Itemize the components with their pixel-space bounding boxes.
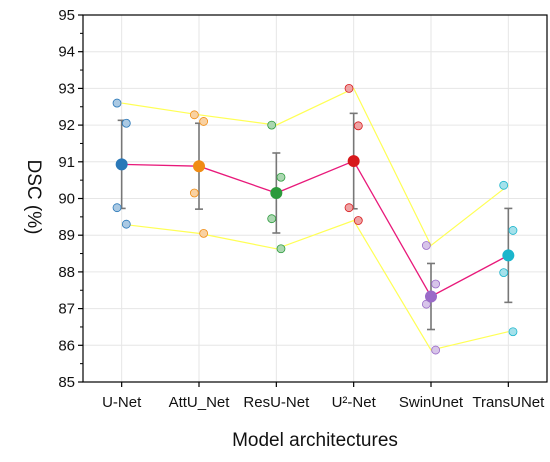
y-axis-label: DSC (%) [23, 160, 44, 235]
mean-line [121, 160, 509, 298]
mean-point [115, 158, 128, 171]
mean-series-line [121, 160, 509, 298]
y-tick-label: 91 [58, 154, 75, 171]
fold-point [121, 118, 131, 128]
fold-points [112, 84, 518, 355]
y-tick-label: 87 [58, 301, 75, 318]
fold-point [189, 188, 199, 198]
fold-point [267, 214, 277, 224]
fold-point [344, 84, 354, 93]
y-tick-label: 95 [58, 7, 75, 24]
upper-bound-line [121, 87, 509, 247]
fold-point [431, 345, 441, 355]
mean-point [193, 160, 205, 173]
fold-point [499, 180, 509, 190]
fold-point [353, 121, 363, 131]
x-tick-label: ResU-Net [243, 394, 310, 411]
fold-point [276, 172, 286, 182]
fold-point [267, 120, 277, 130]
fold-point [499, 268, 509, 278]
mean-point [270, 186, 283, 199]
mean-points [115, 155, 515, 303]
y-tick-label: 86 [58, 337, 75, 354]
fold-point [112, 98, 122, 108]
mean-point [347, 155, 360, 168]
mean-point [502, 249, 515, 262]
fold-point [431, 279, 441, 289]
fold-point [112, 203, 122, 213]
fold-point [508, 226, 518, 235]
mean-point [425, 290, 437, 303]
fold-point [344, 203, 354, 213]
x-axis-label: Model architectures [232, 430, 398, 451]
fold-point [508, 327, 518, 337]
lower-bound-line [121, 219, 509, 351]
fold-point [121, 219, 131, 229]
y-tick-label: 88 [58, 264, 75, 281]
fold-point [421, 241, 431, 250]
x-tick-label: U-Net [102, 394, 142, 411]
grid [83, 14, 547, 382]
bounds-lines [121, 87, 509, 351]
fold-point [276, 244, 286, 254]
y-tick-label: 85 [58, 374, 75, 391]
x-tick-label: SwinUnet [399, 394, 464, 411]
y-tick-label: 89 [58, 227, 75, 244]
fold-point [189, 110, 199, 120]
y-tick-label: 93 [58, 80, 75, 97]
fold-point [199, 117, 209, 126]
x-tick-label: TransUNet [472, 394, 545, 411]
x-tick-label: AttU_Net [169, 394, 231, 411]
y-tick-label: 90 [58, 191, 75, 208]
fold-point [353, 216, 363, 225]
y-tick-label: 92 [58, 117, 75, 134]
error-bars [117, 112, 513, 331]
ticks: 85 86 87 88 89 90 91 92 93 94 95 U-Net AttU_Net ResU-… [58, 7, 545, 411]
y-tick-label: 94 [58, 44, 75, 61]
x-tick-label: U²-Net [332, 394, 377, 411]
fold-point [199, 228, 209, 238]
